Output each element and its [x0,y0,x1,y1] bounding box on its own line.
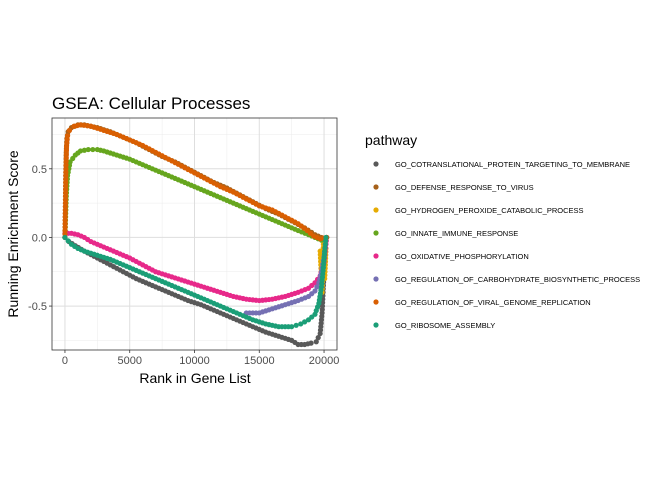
data-point [323,234,329,241]
y-tick-label: -0.5 [28,301,47,313]
data-point [63,162,69,168]
data-point [293,322,299,328]
data-point [313,339,319,345]
x-axis-label: Rank in Gene List [139,370,250,386]
legend-swatch [373,299,379,305]
data-point [81,147,87,153]
data-point [298,321,304,327]
y-axis-ticks: -0.5 0.0 0.5 [28,164,52,313]
data-point [63,155,69,161]
data-point [315,335,321,341]
legend-label: GO_RIBOSOME_ASSEMBLY [395,321,495,330]
legend-label: GO_COTRANSLATIONAL_PROTEIN_TARGETING_TO_… [395,160,630,169]
legend-swatch [373,161,379,167]
data-point [289,324,295,330]
legend: pathway GO_COTRANSLATIONAL_PROTEIN_TARGE… [365,132,640,330]
data-point [77,148,84,154]
data-point [63,151,69,157]
chart-title: GSEA: Cellular Processes [52,94,250,113]
data-point [308,340,314,346]
legend-swatch [373,184,379,190]
series-5 [62,230,330,304]
y-tick-label: 0.5 [32,164,47,176]
legend-label: GO_INNATE_IMMUNE_RESPONSE [395,229,518,238]
x-tick-label: 0 [62,355,68,367]
legend-swatch [373,253,379,259]
x-axis-ticks: 0 5000 10000 15000 20000 [62,350,339,367]
x-tick-label: 20000 [309,355,340,367]
data-point [312,288,318,294]
data-point [63,166,69,172]
plot-area [51,117,338,351]
legend-swatch [373,276,379,282]
legend-label: GO_REGULATION_OF_CARBOHYDRATE_BIOSYNTHET… [395,275,640,284]
data-point [62,234,68,241]
x-tick-label: 10000 [179,355,210,367]
data-point [90,146,96,153]
data-point [63,158,69,165]
data-point [314,284,320,290]
legend-label: GO_OXIDATIVE_PHOSPHORYLATION [395,252,529,261]
series-7 [62,122,330,242]
x-tick-label: 5000 [117,355,141,367]
y-axis-label: Running Enrichment Score [5,150,21,318]
legend-swatch [373,207,379,213]
data-point [65,238,71,244]
data-points [62,122,330,348]
legend-label: GO_DEFENSE_RESPONSE_TO_VIRUS [395,183,534,192]
legend-label: GO_REGULATION_OF_VIRAL_GENOME_REPLICATIO… [395,298,591,307]
data-point [85,146,91,153]
legend-label: GO_HYDROGEN_PEROXIDE_CATABOLIC_PROCESS [395,206,584,215]
legend-title: pathway [365,132,417,148]
y-tick-label: 0.0 [32,232,47,244]
legend-swatch [373,322,379,328]
series-8 [62,234,329,330]
data-point [302,319,308,325]
data-point [63,147,70,154]
x-tick-label: 15000 [244,355,275,367]
legend-swatch [373,230,379,236]
data-point [64,133,71,139]
data-point [66,127,73,133]
legend-items: GO_COTRANSLATIONAL_PROTEIN_TARGETING_TO_… [373,160,640,330]
